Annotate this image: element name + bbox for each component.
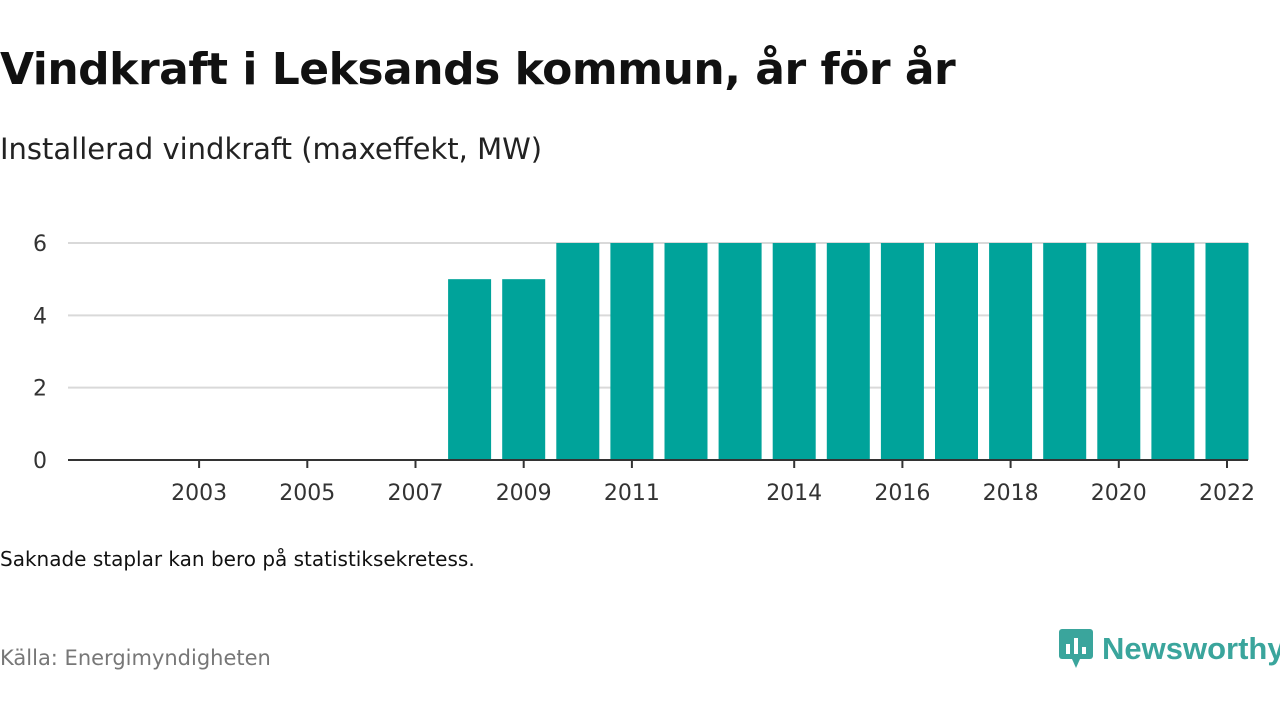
source-text: Källa: Energimyndigheten <box>0 646 271 670</box>
chart-subtitle: Installerad vindkraft (maxeffekt, MW) <box>0 132 543 166</box>
y-tick-label: 6 <box>33 232 47 257</box>
bar-2010 <box>556 243 600 460</box>
footnote: Saknade staplar kan bero på statistiksek… <box>0 547 475 571</box>
bar-2019 <box>1043 243 1087 460</box>
bar-2020 <box>1097 243 1141 460</box>
bar-2015 <box>826 243 870 460</box>
y-tick-label: 0 <box>33 449 47 474</box>
bar-2011 <box>610 243 654 460</box>
bar-2018 <box>989 243 1033 460</box>
x-tick-label: 2016 <box>874 481 930 506</box>
bar-2013 <box>718 243 762 460</box>
bar-2014 <box>772 243 816 460</box>
x-tick-label: 2018 <box>983 481 1039 506</box>
bar-2017 <box>935 243 978 460</box>
x-tick-label: 2011 <box>604 481 660 506</box>
x-tick-label: 2020 <box>1091 481 1147 506</box>
bar-chart: 0 2 4 6 2003 2005 2007 2009 2011 2014 2016 2018 2020… <box>33 232 1255 506</box>
bar-2016 <box>880 243 924 460</box>
bar-2012 <box>664 243 708 460</box>
bar-2022 <box>1205 243 1249 460</box>
bar-2008 <box>448 279 492 460</box>
newsworthy-logo: Newsworthy <box>1058 628 1280 670</box>
x-tick-label: 2022 <box>1199 481 1255 506</box>
x-tick-label: 2014 <box>766 481 822 506</box>
x-tick-label: 2003 <box>171 481 227 506</box>
bar-2021 <box>1151 243 1195 460</box>
y-tick-label: 2 <box>33 377 47 402</box>
bar-2009 <box>502 279 546 460</box>
axes: 0 2 4 6 2003 2005 2007 2009 2011 2014 2016 2018 2020… <box>33 232 1255 506</box>
chart-bubble-icon <box>1059 629 1093 668</box>
bars <box>448 243 1249 460</box>
brand-name: Newsworthy <box>1102 631 1280 666</box>
chart-title: Vindkraft i Leksands kommun, år för år <box>0 44 956 95</box>
x-tick-label: 2009 <box>496 481 552 506</box>
y-tick-label: 4 <box>33 304 47 329</box>
x-tick-label: 2005 <box>279 481 335 506</box>
x-tick-label: 2007 <box>388 481 444 506</box>
